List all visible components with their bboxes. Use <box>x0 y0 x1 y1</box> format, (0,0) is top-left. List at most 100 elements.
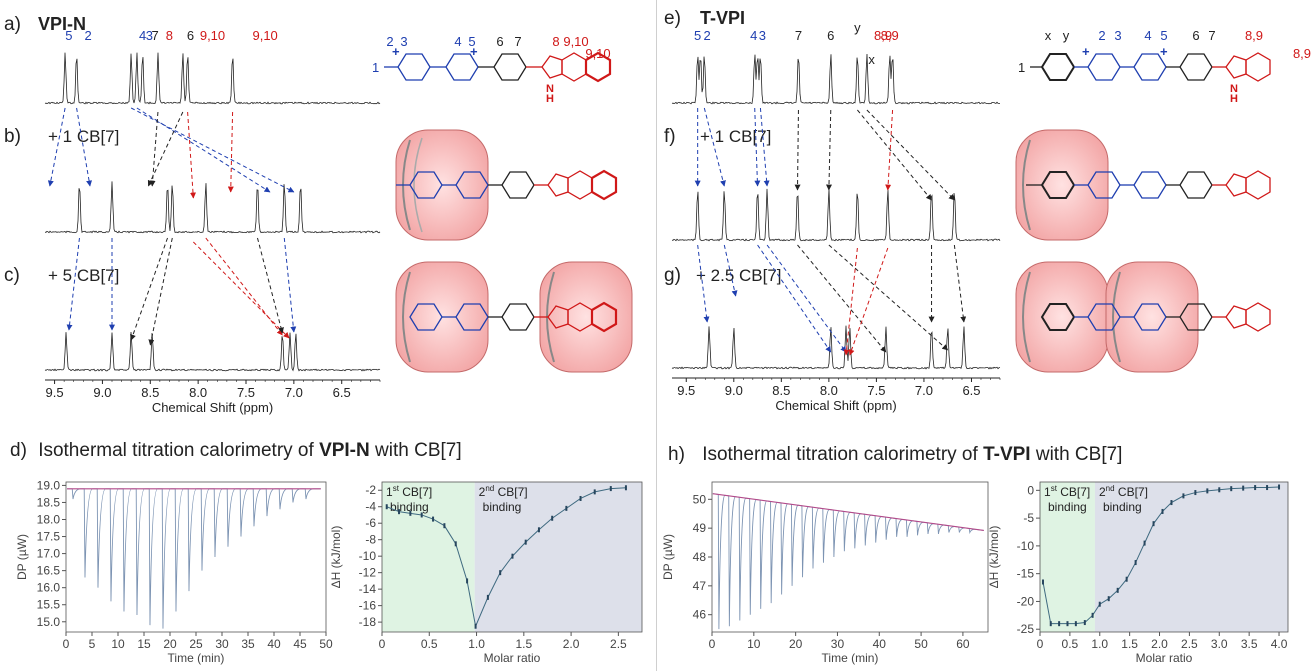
structure-number: 2 <box>386 34 393 49</box>
panel-a-label: a) <box>4 14 21 35</box>
itc-data-point <box>1083 620 1086 626</box>
nmr-shift-arrow <box>76 107 93 187</box>
y-tick-label: 47 <box>693 579 707 593</box>
nmr-x-tick-label: 7.0 <box>285 385 303 400</box>
plus-charge: + <box>1160 44 1168 59</box>
region-label-superscript: nd <box>1106 484 1115 493</box>
nmr-x-tick-label: 7.5 <box>867 383 885 398</box>
panel-d-label: d) <box>10 440 27 461</box>
nmr-shift-arrow <box>47 107 66 187</box>
itc-data-point <box>565 505 568 511</box>
itc-data-point <box>432 516 435 522</box>
nmr-shift-arrow <box>794 109 801 191</box>
panel-h-bold: T-VPI <box>983 444 1031 465</box>
nmr-shift-arrow <box>766 244 847 353</box>
y-axis-label: DP (µW) <box>15 534 29 580</box>
region-label-number: 1 <box>386 485 393 499</box>
structure-number: 8,9 <box>1245 28 1263 43</box>
itc-data-point <box>1170 500 1173 506</box>
x-tick-label: 15 <box>137 637 151 651</box>
nmr-shift-arrow <box>857 109 932 201</box>
x-tick-label: 45 <box>293 637 307 651</box>
y-tick-label: -2 <box>365 483 376 497</box>
nmr-spectrum-trace <box>44 331 381 372</box>
nmr-shift-arrow <box>205 237 283 336</box>
y-tick-label: -25 <box>1017 622 1035 636</box>
itc-data-point <box>466 578 469 584</box>
itc-data-point <box>1091 612 1094 618</box>
y-tick-label: 15.0 <box>37 615 61 629</box>
panel-h-text: Isothermal titration calorimetry of <box>702 444 983 465</box>
nmr-shift-arrow <box>697 244 710 323</box>
x-tick-label: 1.5 <box>1121 637 1138 651</box>
nmr-spectrum-trace <box>671 325 1001 370</box>
itc-data-point <box>1218 487 1221 493</box>
itc-data-point <box>1143 540 1146 546</box>
cb7-complex-1 <box>395 129 618 241</box>
region-label-number: 2 <box>1099 485 1106 499</box>
nmr-peak-label: 6 <box>827 28 834 43</box>
x-tick-label: 0.5 <box>1062 637 1079 651</box>
nmr-peak-label: 4 <box>139 28 146 43</box>
x-axis-label: Time (min) <box>168 651 225 665</box>
nmr-peak-label: 2 <box>704 28 711 43</box>
y-axis-label: DP (µW) <box>661 534 675 580</box>
itc-data-point <box>1161 508 1164 514</box>
x-tick-label: 3.5 <box>1241 637 1258 651</box>
nmr-spectrum-trace <box>44 52 381 105</box>
itc-data-point <box>579 495 582 501</box>
y-tick-label: 48 <box>693 550 707 564</box>
structure-number: 2 <box>1098 28 1105 43</box>
region-label-number: 2 <box>479 485 486 499</box>
x-tick-label: 30 <box>831 637 845 651</box>
panel-e-title: T-VPI <box>700 8 745 28</box>
panel-c-text: + 5 CB[7] <box>48 266 119 285</box>
binding-region <box>474 482 642 632</box>
structure-number: 6 <box>1192 28 1199 43</box>
chart-frame <box>711 481 989 633</box>
binding-region-label: binding <box>1048 500 1087 514</box>
cb7-ring-icon <box>1015 129 1109 241</box>
binding-region-label: binding <box>1103 500 1142 514</box>
x-tick-label: 3.0 <box>1211 637 1228 651</box>
nmr-peak-label: 5 <box>694 28 701 43</box>
region-label-text: CB[7] <box>494 485 527 499</box>
x-tick-label: 25 <box>189 637 203 651</box>
nmr-x-tick-label: 6.5 <box>333 385 351 400</box>
panel-b-text: + 1 CB[7] <box>48 127 119 146</box>
itc-raw-trace <box>712 493 984 630</box>
nh-label: H <box>1230 93 1238 105</box>
x-tick-label: 40 <box>873 637 887 651</box>
x-tick-label: 10 <box>111 637 125 651</box>
nmr-x-tick-label: 8.5 <box>141 385 159 400</box>
x-tick-label: 40 <box>267 637 281 651</box>
region-label-text: CB[7] <box>399 485 432 499</box>
itc-data-point <box>385 504 388 510</box>
region-label-superscript: st <box>393 484 400 493</box>
chart-frame <box>1039 481 1289 633</box>
structure-number: 4 <box>454 34 461 49</box>
nmr-peak-label: 7 <box>151 28 158 43</box>
nmr-shift-arrow <box>257 237 284 334</box>
itc-data-point <box>1278 484 1281 490</box>
x-tick-label: 60 <box>956 637 970 651</box>
itc-raw-trace <box>67 488 321 629</box>
nmr-shift-arrow <box>828 244 949 351</box>
cb7-ring-icon <box>1105 261 1199 373</box>
y-tick-label: -10 <box>1017 539 1035 553</box>
x-tick-label: 50 <box>319 637 333 651</box>
x-tick-label: 2.5 <box>610 637 627 651</box>
nmr-x-axis-label: Chemical Shift (ppm) <box>152 400 273 415</box>
panel-divider <box>656 0 657 671</box>
itc-data-point <box>609 486 612 492</box>
panel-a-title: VPI-N <box>38 14 86 34</box>
itc-data-point <box>420 512 423 518</box>
nmr-x-tick-label: 8.0 <box>820 383 838 398</box>
itc-data-point <box>443 523 446 529</box>
nmr-shift-arrow <box>136 107 271 193</box>
itc-data-point <box>1206 488 1209 494</box>
nmr-peak-label: 4 <box>750 28 757 43</box>
region-label-text: CB[7] <box>1057 485 1090 499</box>
itc-d-enthalpy-chart: 0 0.5 1.0 1.5 2.0 2.5 -2 -4 -6 -8 -10 -12 -14 -16 -18 M… <box>329 481 643 665</box>
itc-data-point <box>1152 521 1155 527</box>
